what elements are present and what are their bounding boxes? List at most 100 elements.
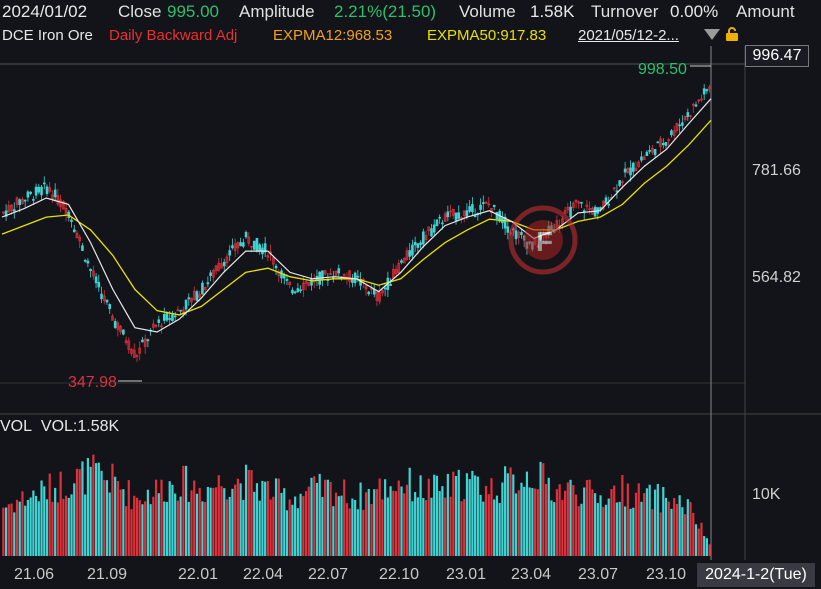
current-price-label: 996.47: [745, 45, 809, 67]
candle-body: [705, 89, 709, 92]
volume-bar: [135, 497, 139, 556]
volume-bar: [149, 504, 152, 556]
candle-body: [484, 202, 488, 204]
indicator-bar: DCE Iron Ore Daily Backward Adj EXPMA12:…: [0, 24, 745, 46]
volume-bar: [675, 503, 679, 556]
volume-bar: [138, 500, 141, 556]
volume-bar: [654, 489, 657, 556]
volume-bar: [329, 481, 332, 556]
volume-bar: [171, 484, 174, 556]
volume-bar: [392, 490, 395, 556]
volume-bar: [348, 508, 351, 556]
candle-body: [45, 186, 49, 195]
volume-bar: [547, 477, 550, 556]
price-tick: 564.82: [752, 269, 801, 286]
candle-body: [198, 294, 202, 298]
volume-bar: [430, 497, 433, 556]
volume-bar: [84, 494, 87, 556]
volume-bar: [193, 480, 196, 556]
volume-bar: [264, 481, 267, 556]
candle-body: [263, 243, 267, 253]
candle-body: [2, 211, 5, 214]
candle-body: [209, 272, 212, 276]
volume-bar: [152, 496, 155, 556]
candle-body: [457, 212, 461, 219]
candle-body: [577, 201, 581, 204]
candle-body: [563, 210, 567, 214]
volume-bar: [174, 493, 177, 556]
volume-bar: [471, 470, 474, 556]
candle-body: [293, 291, 297, 294]
volume-bar: [179, 496, 182, 556]
volume-bar: [48, 473, 51, 556]
volume-bar: [100, 470, 103, 556]
volume-bar: [124, 506, 128, 556]
lock-icon[interactable]: [725, 27, 739, 41]
volume-bar: [217, 475, 220, 556]
adjustment-mode[interactable]: Daily Backward Adj: [109, 27, 238, 44]
volume-bar: [244, 464, 248, 556]
date-range[interactable]: 2021/05/12-2...: [578, 27, 679, 44]
candle-body: [225, 256, 229, 264]
crosshair-date-label: 2024-1-2(Tue): [697, 563, 815, 587]
volume-bar: [378, 478, 381, 556]
candle-body: [59, 199, 62, 208]
volume-bar: [18, 501, 21, 556]
volume-bar: [539, 461, 542, 556]
candle-body: [21, 199, 24, 204]
volume-bar: [566, 482, 569, 556]
candle-body: [29, 191, 32, 194]
candle-body: [83, 259, 87, 262]
candle-body: [310, 278, 313, 286]
candle-body: [372, 289, 376, 295]
volume-bar: [460, 501, 463, 556]
candle-body: [691, 103, 695, 106]
date-tick: 22.07: [308, 566, 349, 583]
volume-bar: [373, 489, 376, 556]
candle-body: [370, 287, 373, 290]
candle-body: [40, 186, 43, 196]
volume-bar: [165, 501, 169, 556]
candle-body: [113, 321, 117, 328]
volume-bar: [294, 496, 297, 556]
candle-body: [124, 340, 128, 343]
volume-bar: [195, 493, 199, 556]
volume-bars: [2, 454, 711, 556]
expma12-value: EXPMA12:968.53: [273, 27, 393, 44]
instrument-name[interactable]: DCE Iron Ore: [2, 27, 93, 44]
candle-body: [424, 235, 428, 241]
candle-body: [92, 270, 95, 277]
volume-bar: [476, 476, 479, 556]
candle-body: [514, 230, 518, 240]
volume-bar: [544, 484, 548, 556]
candle-body: [664, 142, 668, 146]
candle-body: [37, 186, 41, 193]
volume-bar: [564, 490, 567, 556]
candle-body: [252, 240, 256, 250]
volume-bar: [234, 484, 237, 556]
volume-indicator-name: VOL: [0, 418, 33, 435]
expma50-line: [1, 119, 712, 316]
volume-bar: [340, 495, 343, 556]
price-chart[interactable]: F: [0, 0, 821, 560]
volume-bar: [236, 478, 239, 556]
volume-bar: [354, 500, 357, 556]
dropdown-triangle-icon[interactable]: [704, 29, 720, 40]
candle-body: [397, 263, 401, 273]
date-tick: 23.07: [578, 566, 619, 583]
candle-body: [435, 219, 439, 226]
volume-bar: [343, 479, 346, 556]
volume-bar: [225, 499, 229, 556]
candle-body: [661, 142, 665, 146]
volume-bar: [454, 475, 458, 556]
volume-bar: [86, 458, 89, 556]
volume-bar: [438, 491, 441, 556]
candle-body: [367, 291, 371, 295]
quote-date: 2024/01/02: [2, 2, 88, 21]
volume-bar: [708, 544, 711, 556]
candle-body: [681, 122, 684, 126]
volume-bar: [408, 467, 411, 556]
candle-body: [642, 156, 646, 160]
candle-body: [23, 199, 27, 202]
date-tick: 22.04: [243, 566, 284, 583]
